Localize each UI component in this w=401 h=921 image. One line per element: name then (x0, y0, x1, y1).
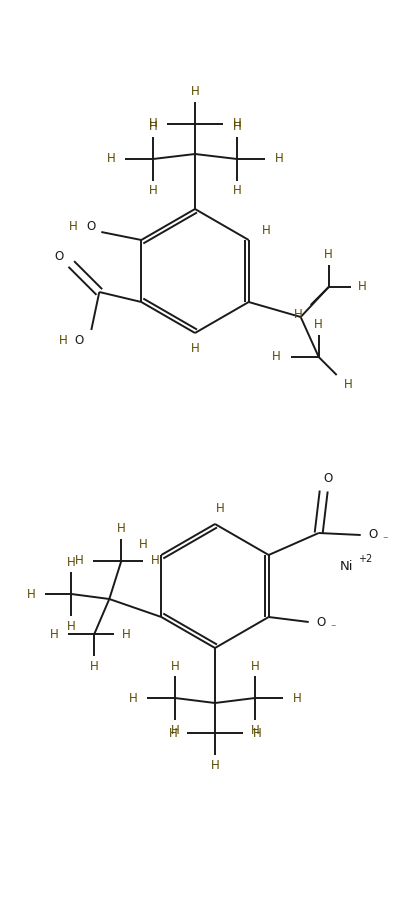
Text: H: H (117, 522, 126, 535)
Text: H: H (90, 659, 99, 672)
Text: H: H (233, 121, 241, 134)
Text: H: H (251, 724, 259, 737)
Text: H: H (170, 659, 179, 672)
Text: O: O (316, 615, 325, 628)
Text: O: O (323, 472, 332, 485)
Text: H: H (107, 153, 115, 166)
Text: H: H (190, 86, 199, 99)
Text: H: H (262, 224, 271, 237)
Text: H: H (324, 249, 333, 262)
Text: H: H (151, 554, 160, 567)
Text: H: H (216, 503, 225, 516)
Text: H: H (149, 118, 157, 131)
Text: H: H (293, 692, 302, 705)
Text: H: H (149, 121, 157, 134)
Text: H: H (233, 118, 241, 131)
Text: H: H (294, 309, 303, 321)
Text: O: O (368, 529, 377, 542)
Text: H: H (211, 759, 219, 772)
Text: H: H (67, 555, 76, 568)
Text: H: H (275, 153, 284, 166)
Text: H: H (122, 627, 131, 640)
Text: H: H (169, 727, 177, 740)
Text: H: H (149, 184, 157, 197)
Text: H: H (75, 554, 84, 567)
Text: +2: +2 (358, 554, 372, 564)
Text: H: H (27, 588, 36, 600)
Text: H: H (139, 539, 148, 552)
Text: H: H (190, 342, 199, 355)
Text: H: H (272, 351, 281, 364)
Text: H: H (344, 379, 353, 391)
Text: O: O (87, 220, 96, 234)
Text: Ni: Ni (340, 559, 354, 573)
Text: H: H (233, 184, 241, 197)
Text: ⁻: ⁻ (382, 535, 387, 545)
Text: H: H (253, 727, 261, 740)
Text: ⁻: ⁻ (330, 623, 336, 633)
Text: H: H (59, 333, 68, 346)
Text: H: H (170, 724, 179, 737)
Text: O: O (55, 250, 64, 262)
Text: O: O (75, 333, 84, 346)
Text: H: H (50, 627, 59, 640)
Text: H: H (129, 692, 138, 705)
Text: H: H (358, 281, 367, 294)
Text: H: H (314, 319, 323, 332)
Text: H: H (69, 220, 78, 234)
Text: H: H (67, 620, 76, 633)
Text: H: H (251, 659, 259, 672)
